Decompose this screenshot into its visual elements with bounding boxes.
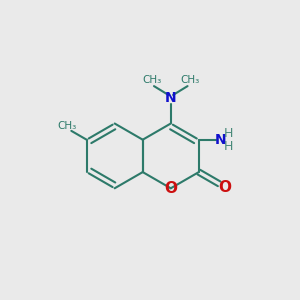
Text: N: N (215, 133, 227, 147)
Text: O: O (164, 181, 177, 196)
Text: CH₃: CH₃ (58, 121, 77, 131)
Text: H: H (224, 127, 233, 140)
Text: CH₃: CH₃ (142, 75, 161, 85)
Text: CH₃: CH₃ (180, 75, 200, 85)
Text: H: H (224, 140, 233, 153)
Text: O: O (218, 180, 231, 195)
Text: N: N (165, 92, 177, 106)
